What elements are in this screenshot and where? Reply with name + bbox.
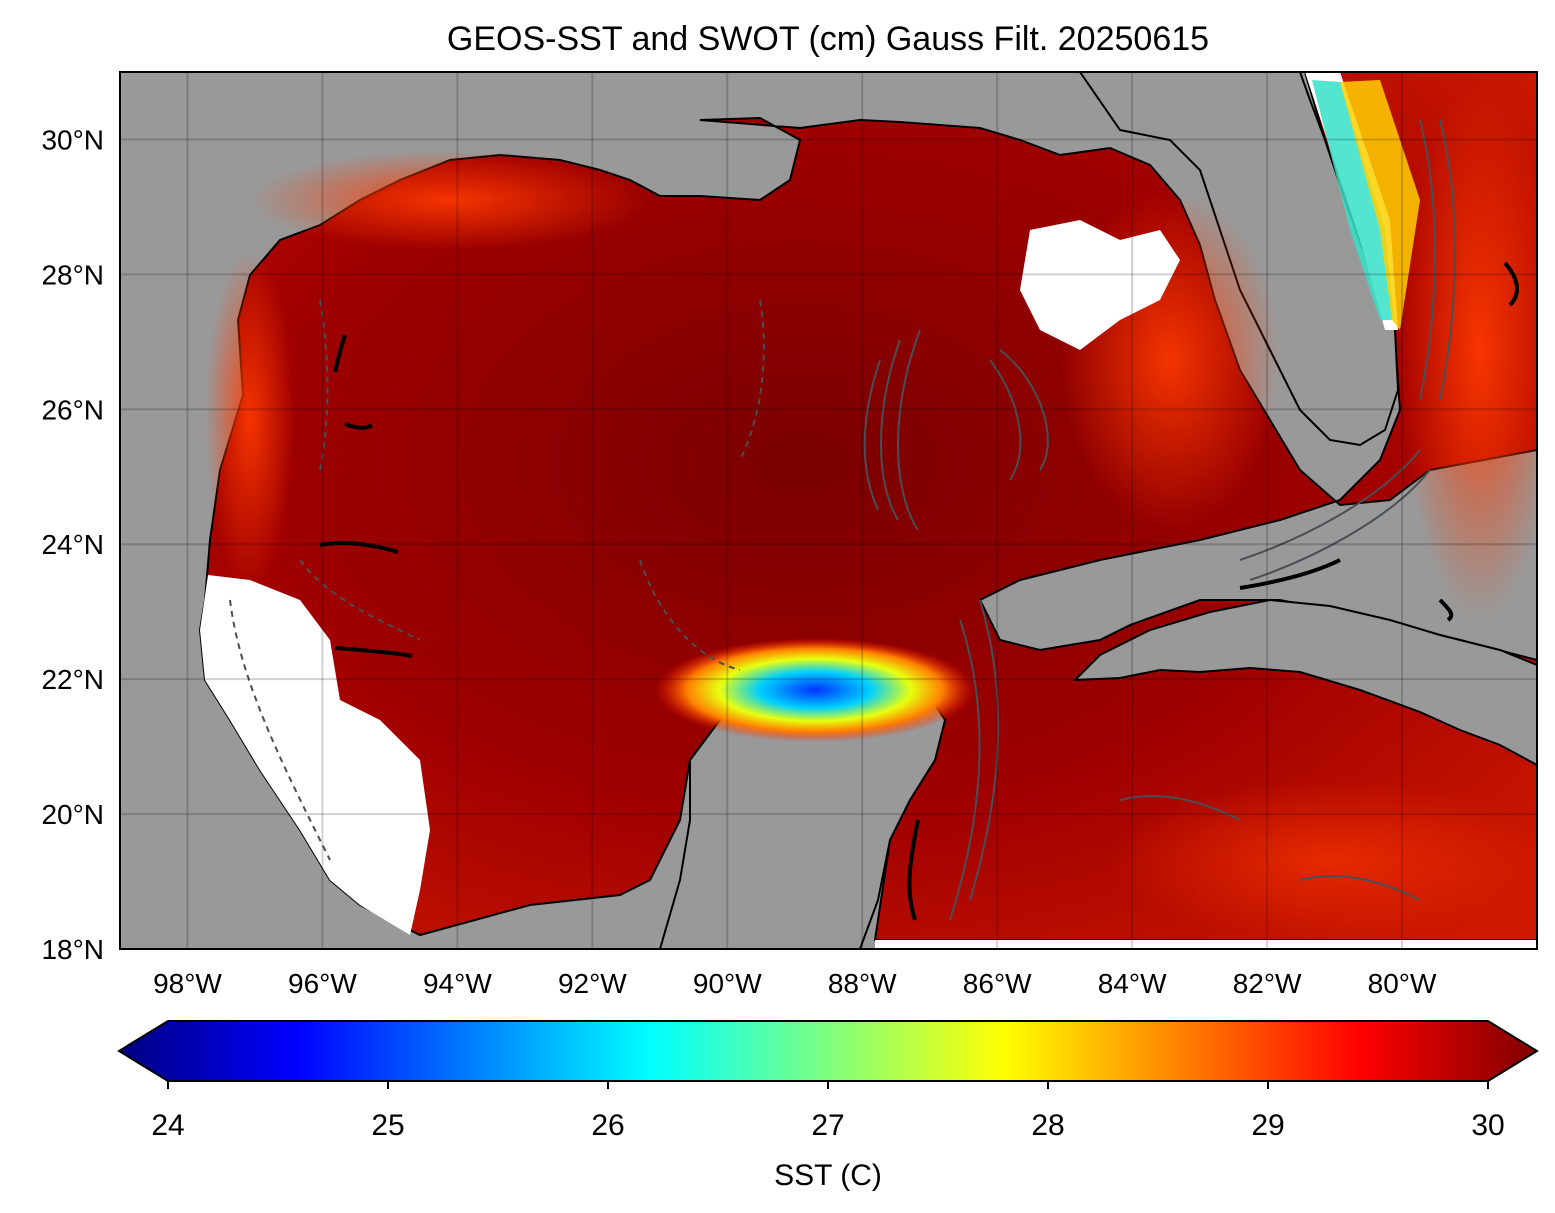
figure-title: GEOS-SST and SWOT (cm) Gauss Filt. 20250… (447, 20, 1209, 58)
map-gridlines (120, 72, 1537, 949)
colorbar-tick-label: 25 (371, 1109, 404, 1142)
missing-data-west (200, 575, 430, 935)
lon-tick-label: 94°W (423, 968, 492, 999)
latitude-axis: 30°N 28°N 26°N 24°N 22°N 20°N 18°N (41, 124, 104, 965)
cool-florida-strip (1312, 80, 1394, 320)
colorbar-label: SST (C) (774, 1159, 882, 1192)
longitude-axis: 98°W 96°W 94°W 92°W 90°W 88°W 86°W 84°W 82°W 80°W (153, 968, 1437, 999)
lat-tick-label: 22°N (41, 664, 104, 695)
lon-tick-label: 82°W (1233, 968, 1302, 999)
lat-tick-label: 28°N (41, 259, 104, 290)
ssh-contours (229, 119, 1456, 921)
colorbar-tick-label: 26 (591, 1109, 624, 1142)
cuba-land (1072, 598, 1537, 767)
lon-tick-label: 96°W (288, 968, 357, 999)
warm-atlantic (1400, 80, 1537, 620)
missing-data-bottom (875, 940, 1537, 949)
colorbar-tick-label: 30 (1471, 1109, 1504, 1142)
colorbar: 24 25 26 27 28 29 30 SST (C) (117, 1020, 1539, 1192)
warm-shelf-north (250, 150, 650, 250)
ssh-zero-contours (319, 261, 1519, 921)
lat-tick-label: 18°N (41, 934, 104, 965)
lon-tick-label: 88°W (828, 968, 897, 999)
lat-tick-label: 20°N (41, 799, 104, 830)
colorbar-tick-label: 27 (811, 1109, 844, 1142)
lat-tick-label: 26°N (41, 394, 104, 425)
lon-tick-label: 86°W (963, 968, 1032, 999)
colorbar-ticks: 24 25 26 27 28 29 30 (151, 1081, 1505, 1142)
colorbar-tick-label: 28 (1031, 1109, 1064, 1142)
warm-caribbean (1110, 780, 1537, 940)
lat-tick-label: 24°N (41, 529, 104, 560)
colorbar-tick-label: 29 (1251, 1109, 1284, 1142)
lon-tick-label: 98°W (153, 968, 222, 999)
colorbar-body (117, 1020, 1539, 1082)
lon-tick-label: 80°W (1368, 968, 1437, 999)
map-frame (119, 71, 1538, 950)
colorbar-tick-label: 24 (151, 1109, 184, 1142)
upwelling-cold-patch (655, 638, 975, 742)
cool-florida-strip-yellow (1340, 80, 1420, 330)
map-panel (120, 72, 1537, 949)
lat-tick-label: 30°N (41, 124, 104, 155)
lon-tick-label: 92°W (558, 968, 627, 999)
lon-tick-label: 90°W (693, 968, 762, 999)
missing-data-ne (1020, 220, 1180, 350)
warm-shelf-west (205, 250, 295, 590)
lon-tick-label: 84°W (1098, 968, 1167, 999)
